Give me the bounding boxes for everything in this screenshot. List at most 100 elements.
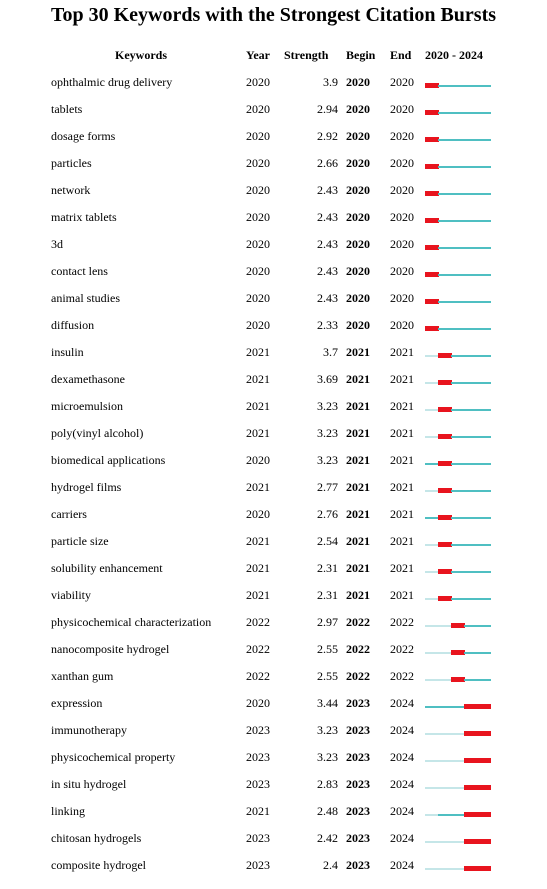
year-cell: 2020 — [246, 318, 270, 332]
keyword-cell: hydrogel films — [51, 480, 122, 494]
burst-segment — [438, 569, 452, 574]
keyword-cell: network — [51, 183, 91, 197]
timeline-segment — [477, 328, 491, 330]
keyword-cell: nanocomposite hydrogel — [51, 642, 170, 656]
timeline-segment — [425, 436, 439, 438]
timeline-segment — [464, 139, 478, 141]
timeline-segment — [477, 166, 491, 168]
begin-cell: 2021 — [346, 426, 370, 440]
timeline-segment — [464, 355, 478, 357]
timeline-segment — [464, 490, 478, 492]
year-cell: 2021 — [246, 804, 270, 818]
strength-cell: 3.23 — [317, 750, 338, 764]
keyword-cell: chitosan hydrogels — [51, 831, 142, 845]
timeline-segment — [438, 85, 452, 87]
begin-cell: 2021 — [346, 507, 370, 521]
year-cell: 2020 — [246, 183, 270, 197]
header-year: Year — [246, 48, 270, 62]
strength-cell: 2.43 — [317, 291, 338, 305]
strength-cell: 2.92 — [317, 129, 338, 143]
keyword-cell: insulin — [51, 345, 84, 359]
end-cell: 2020 — [390, 75, 414, 89]
begin-cell: 2023 — [346, 750, 370, 764]
timeline-segment — [451, 841, 465, 843]
begin-cell: 2021 — [346, 480, 370, 494]
year-cell: 2021 — [246, 399, 270, 413]
timeline-segment — [425, 706, 439, 708]
timeline-segment — [438, 112, 452, 114]
keyword-cell: physicochemical characterization — [51, 615, 212, 629]
timeline-segment — [438, 652, 452, 654]
burst-segment — [464, 866, 478, 871]
end-cell: 2021 — [390, 345, 414, 359]
begin-cell: 2020 — [346, 183, 370, 197]
burst-segment — [438, 488, 452, 493]
end-cell: 2020 — [390, 264, 414, 278]
begin-cell: 2021 — [346, 561, 370, 575]
timeline-segment — [477, 544, 491, 546]
strength-cell: 3.44 — [317, 696, 338, 710]
timeline-segment — [451, 355, 465, 357]
begin-cell: 2021 — [346, 453, 370, 467]
keyword-cell: poly(vinyl alcohol) — [51, 426, 144, 440]
end-cell: 2021 — [390, 372, 414, 386]
strength-cell: 2.31 — [317, 561, 338, 575]
year-cell: 2020 — [246, 156, 270, 170]
timeline-segment — [451, 598, 465, 600]
burst-segment — [425, 110, 439, 115]
keyword-cell: physicochemical property — [51, 750, 176, 764]
burst-segment — [451, 677, 465, 682]
burst-segment — [425, 137, 439, 142]
timeline-segment — [477, 274, 491, 276]
timeline-segment — [425, 571, 439, 573]
strength-cell: 3.23 — [317, 426, 338, 440]
timeline-segment — [451, 193, 465, 195]
year-cell: 2022 — [246, 669, 270, 683]
end-cell: 2021 — [390, 561, 414, 575]
burst-segment — [438, 380, 452, 385]
end-cell: 2020 — [390, 237, 414, 251]
timeline-segment — [425, 490, 439, 492]
keyword-cell: ophthalmic drug delivery — [51, 75, 173, 89]
burst-segment — [464, 785, 478, 790]
year-cell: 2023 — [246, 723, 270, 737]
begin-cell: 2021 — [346, 534, 370, 548]
timeline-segment — [438, 193, 452, 195]
end-cell: 2024 — [390, 750, 414, 764]
timeline-segment — [477, 247, 491, 249]
strength-cell: 2.55 — [317, 642, 338, 656]
burst-segment — [438, 434, 452, 439]
burst-segment — [477, 812, 491, 817]
timeline-segment — [425, 841, 439, 843]
timeline-segment — [438, 220, 452, 222]
year-cell: 2020 — [246, 129, 270, 143]
timeline-segment — [464, 166, 478, 168]
year-cell: 2021 — [246, 480, 270, 494]
end-cell: 2024 — [390, 723, 414, 737]
timeline-segment — [464, 598, 478, 600]
timeline-segment — [425, 787, 439, 789]
keyword-cell: diffusion — [51, 318, 95, 332]
timeline-segment — [477, 490, 491, 492]
keyword-cell: xanthan gum — [51, 669, 114, 683]
burst-segment — [425, 83, 439, 88]
strength-cell: 2.48 — [317, 804, 338, 818]
timeline-segment — [451, 436, 465, 438]
timeline-segment — [451, 382, 465, 384]
timeline-segment — [438, 868, 452, 870]
year-cell: 2021 — [246, 345, 270, 359]
timeline-segment — [477, 598, 491, 600]
burst-segment — [425, 326, 439, 331]
keyword-cell: biomedical applications — [51, 453, 166, 467]
keyword-cell: particles — [51, 156, 92, 170]
timeline-segment — [464, 382, 478, 384]
timeline-segment — [464, 625, 478, 627]
timeline-segment — [451, 814, 465, 816]
timeline-segment — [425, 517, 439, 519]
year-cell: 2023 — [246, 831, 270, 845]
end-cell: 2021 — [390, 588, 414, 602]
strength-cell: 2.42 — [317, 831, 338, 845]
year-cell: 2020 — [246, 75, 270, 89]
begin-cell: 2020 — [346, 318, 370, 332]
